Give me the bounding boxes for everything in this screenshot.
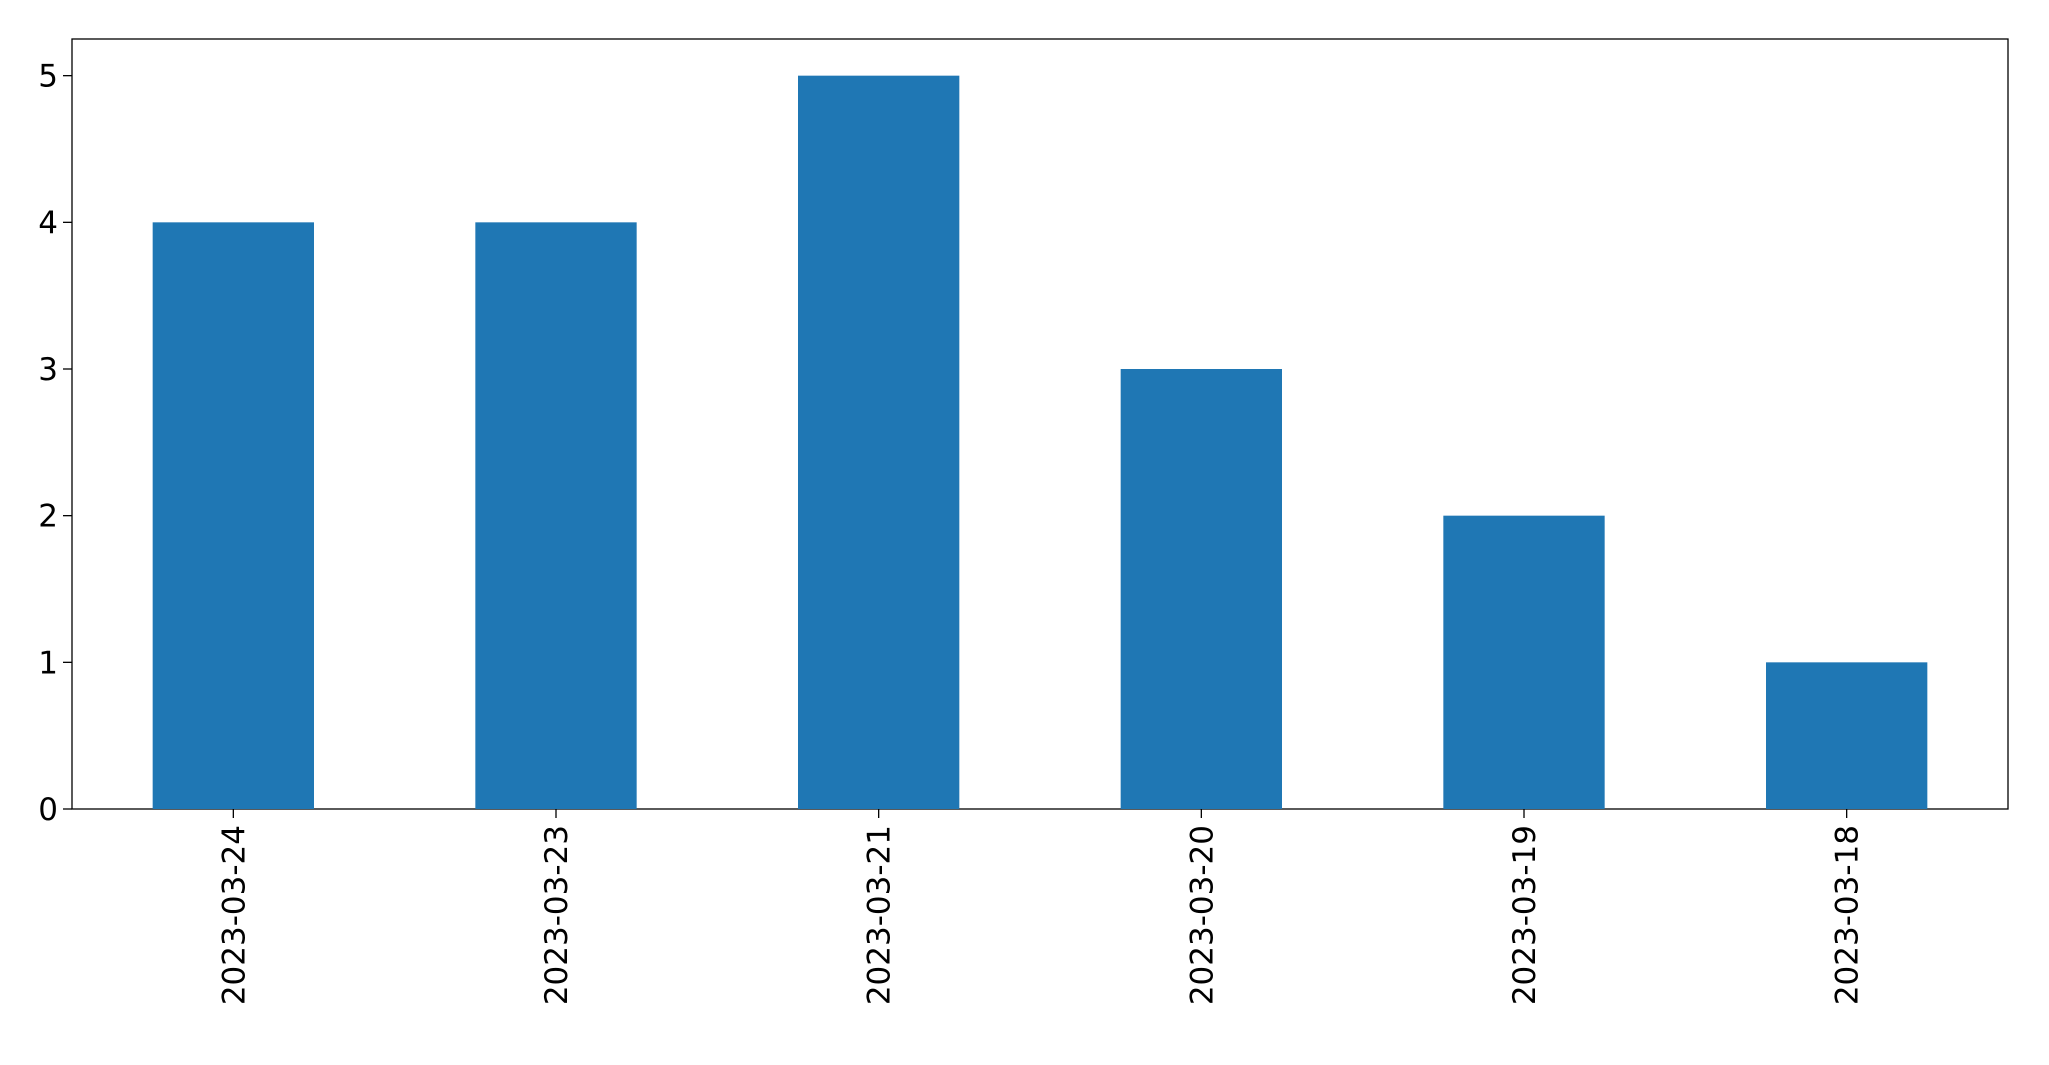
y-tick-label: 0 [38, 792, 58, 828]
bar [475, 222, 637, 810]
bar [798, 75, 960, 809]
x-tick-label: 2023-03-23 [539, 825, 575, 1005]
bar [1443, 515, 1605, 809]
x-tick-label: 2023-03-19 [1507, 825, 1543, 1005]
x-tick-label: 2023-03-24 [216, 825, 252, 1005]
x-tick-label: 2023-03-21 [862, 825, 898, 1005]
y-tick-label: 1 [38, 645, 58, 681]
bar [1766, 662, 1928, 809]
x-tick-label: 2023-03-20 [1184, 825, 1220, 1005]
y-tick-label: 2 [38, 499, 58, 535]
x-tick-label: 2023-03-18 [1830, 825, 1866, 1005]
bar [152, 222, 314, 810]
bar [1120, 369, 1282, 809]
y-tick-label: 3 [38, 352, 58, 388]
y-tick-label: 4 [38, 205, 58, 241]
y-tick-label: 5 [38, 59, 58, 95]
plot-frame [71, 38, 2009, 810]
